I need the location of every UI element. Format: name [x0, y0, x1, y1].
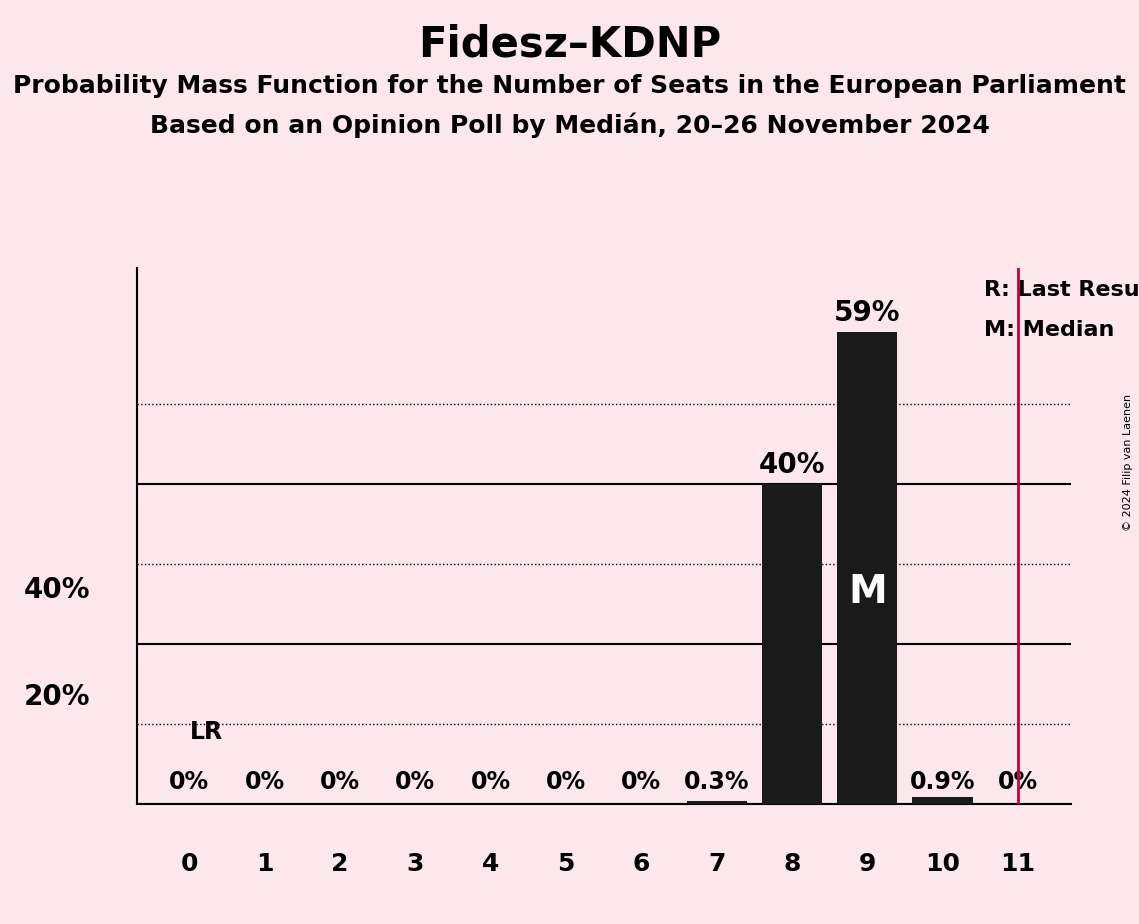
Text: Probability Mass Function for the Number of Seats in the European Parliament: Probability Mass Function for the Number…: [13, 74, 1126, 98]
Text: 0.9%: 0.9%: [910, 771, 975, 795]
Text: Based on an Opinion Poll by Medián, 20–26 November 2024: Based on an Opinion Poll by Medián, 20–2…: [149, 113, 990, 139]
Text: 0%: 0%: [320, 771, 360, 795]
Text: M: Median: M: Median: [984, 320, 1114, 340]
Text: 0%: 0%: [245, 771, 285, 795]
Text: 0.3%: 0.3%: [683, 771, 749, 795]
Bar: [912, 796, 973, 804]
Text: 40%: 40%: [24, 576, 90, 603]
Text: 0%: 0%: [546, 771, 587, 795]
Text: 0%: 0%: [395, 771, 435, 795]
Text: 20%: 20%: [24, 683, 90, 711]
Text: M: M: [847, 573, 886, 611]
Text: LR: LR: [189, 720, 222, 744]
Text: R: Last Result: R: Last Result: [984, 280, 1139, 300]
Text: 0%: 0%: [470, 771, 510, 795]
Text: 0%: 0%: [170, 771, 210, 795]
Text: Fidesz–KDNP: Fidesz–KDNP: [418, 23, 721, 65]
Text: 0%: 0%: [998, 771, 1038, 795]
Bar: [687, 801, 747, 804]
Bar: [762, 484, 822, 804]
Text: 40%: 40%: [759, 451, 826, 480]
Text: © 2024 Filip van Laenen: © 2024 Filip van Laenen: [1123, 394, 1133, 530]
Text: 59%: 59%: [834, 299, 901, 327]
Bar: [837, 332, 898, 804]
Text: 0%: 0%: [621, 771, 662, 795]
